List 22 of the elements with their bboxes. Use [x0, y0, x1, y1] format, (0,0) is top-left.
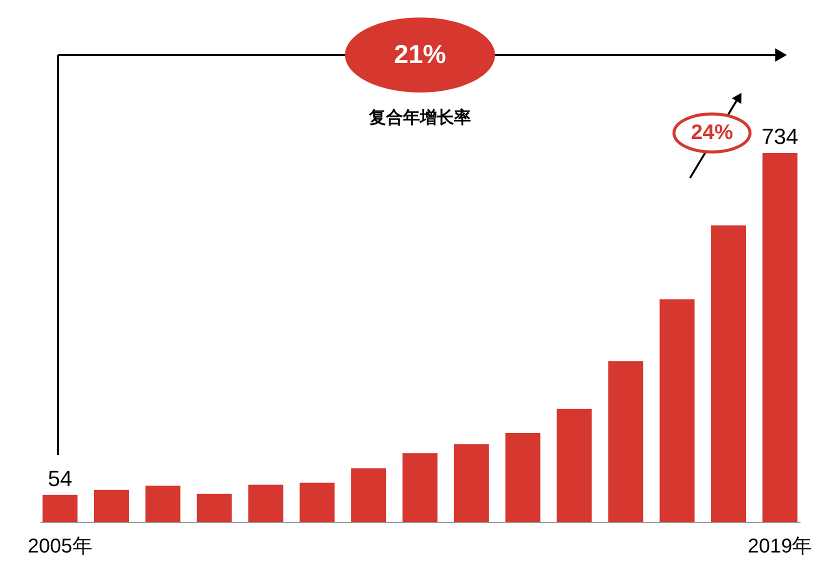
data-label: 54: [48, 466, 72, 491]
bar: [711, 225, 746, 522]
bar: [762, 153, 798, 522]
data-label: 734: [762, 124, 798, 149]
bar: [556, 408, 592, 522]
bar: [351, 468, 386, 522]
bar: [42, 494, 78, 522]
x-tick-label: 2005年: [28, 536, 92, 558]
bar: [402, 453, 438, 522]
text: 24%: [690, 121, 734, 144]
bar: [505, 433, 540, 522]
text: 21%: [394, 39, 446, 69]
bar: [94, 490, 129, 522]
bar: [660, 299, 695, 522]
bar: [454, 444, 489, 522]
x-tick-label: 2019年: [748, 536, 812, 558]
text: 复合年增长率: [368, 108, 471, 127]
bar: [196, 494, 232, 522]
bar: [608, 361, 644, 522]
bar: [145, 486, 180, 522]
bar: [248, 484, 284, 522]
bar: [300, 482, 335, 522]
